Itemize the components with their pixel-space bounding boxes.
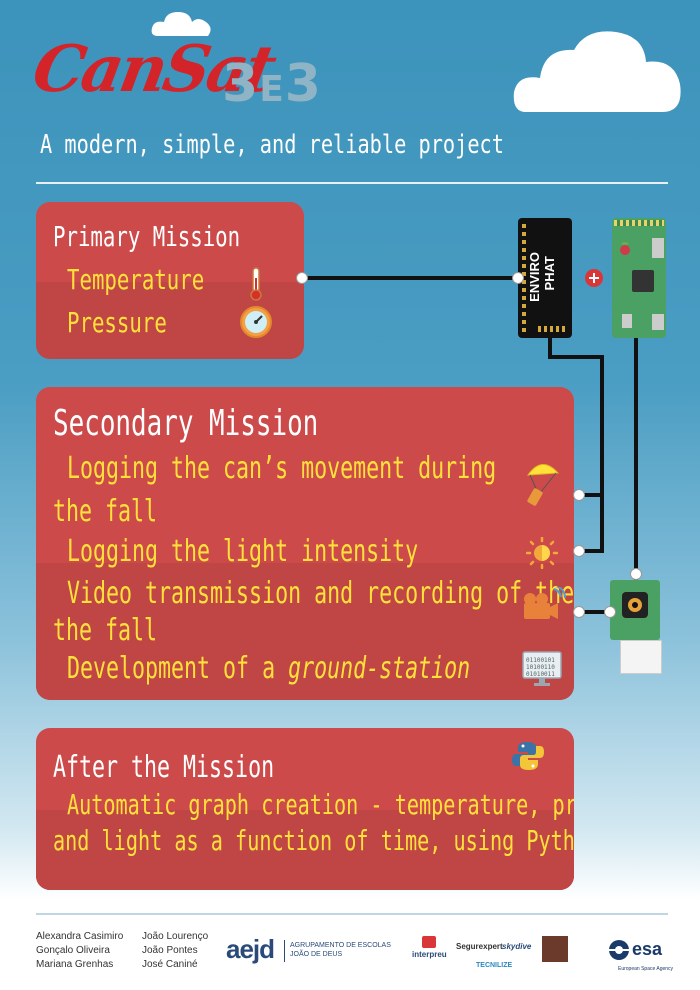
- wire-vertical-1: [600, 355, 604, 553]
- secondary-mission-title: Secondary Mission: [53, 403, 319, 444]
- connector-movement: [573, 489, 585, 501]
- connector-camera: [573, 606, 585, 618]
- wire-pi-down: [634, 336, 638, 582]
- credit-name: Alexandra Casimiro: [36, 931, 124, 942]
- credit-name: Gonçalo Oliveira: [36, 945, 110, 956]
- primary-mission-title: Primary Mission: [53, 220, 241, 253]
- after-mission-box: After the Mission Automatic graph creati…: [36, 728, 574, 890]
- python-logo-icon: [512, 742, 544, 770]
- credit-name: João Pontes: [142, 945, 198, 956]
- raspberry-icon: [620, 242, 630, 255]
- svg-text:01100101: 01100101: [526, 657, 555, 664]
- connector-light: [573, 545, 585, 557]
- enviro-phat-board: ENVIRO PHAT: [518, 218, 572, 338]
- logo-digit: 3: [222, 54, 260, 114]
- enviro-phat-label-1: ENVIRO: [527, 252, 542, 302]
- cloud-small-icon: [151, 12, 211, 36]
- credit-name: Mariana Grenhas: [36, 959, 114, 970]
- page-subtitle: A modern, simple, and reliable project: [40, 130, 504, 160]
- computer-monitor-icon: 01100101 10100110 01010011: [522, 651, 562, 686]
- esa-logo-icon: [608, 940, 630, 960]
- sponsor-badge: [542, 936, 568, 962]
- wire-camera: [578, 610, 612, 614]
- cloud-large-icon: [513, 31, 681, 113]
- interpreu-logo-icon: [422, 936, 436, 948]
- primary-item-pressure: Pressure: [67, 306, 167, 339]
- divider-top: [36, 182, 668, 184]
- enviro-phat-label-2: PHAT: [542, 256, 557, 291]
- parachute-icon: [526, 464, 560, 506]
- credit-name: José Caniné: [142, 959, 198, 970]
- aejd-sub-line: JOÃO DE DEUS: [290, 951, 343, 958]
- camera-ribbon-cable: [620, 640, 662, 674]
- interpreu-logo: interpreu: [412, 950, 447, 959]
- pressure-gauge-icon: [240, 306, 272, 338]
- wire-primary: [302, 276, 520, 280]
- thermometer-icon: [250, 267, 262, 301]
- skydive-logo: skydive: [502, 942, 532, 951]
- credits-col-1: Alexandra Casimiro Gonçalo Oliveira Mari…: [36, 930, 123, 972]
- after-line2: and light as a function of time, using P…: [53, 824, 574, 857]
- wire-enviro-down: [548, 336, 552, 358]
- svg-text:01010011: 01010011: [526, 671, 555, 678]
- segurexpert-logo: Segurexpert: [456, 942, 503, 951]
- secondary-item-light: Logging the light intensity: [67, 534, 419, 569]
- sun-icon: [526, 537, 558, 569]
- aejd-subtitle: AGRUPAMENTO DE ESCOLAS JOÃO DE DEUS: [290, 941, 391, 959]
- esa-subtitle: European Space Agency: [618, 966, 674, 972]
- logo-letter: E: [259, 69, 285, 110]
- after-line1: Automatic graph creation - temperature, …: [67, 788, 574, 821]
- divider-bottom: [36, 913, 668, 915]
- secondary-mission-box: Secondary Mission Logging the can’s move…: [36, 387, 574, 700]
- secondary-item-ground-station: Development of a ground-station: [67, 651, 470, 686]
- ground-station-emphasis: ground-station: [288, 651, 471, 686]
- video-camera-icon: [524, 587, 566, 619]
- credit-name: João Lourenço: [142, 931, 209, 942]
- credits-col-2: João Lourenço João Pontes José Caniné: [142, 930, 208, 972]
- plus-icon: [585, 269, 603, 287]
- secondary-item-video-line2: the fall: [53, 613, 158, 648]
- connector-pi-camera: [630, 568, 642, 580]
- ground-station-prefix: Development of a: [67, 651, 289, 686]
- team-number-logo: 3E3: [222, 58, 322, 110]
- esa-logo: esa: [632, 939, 663, 959]
- secondary-item-movement-line1: Logging the can’s movement during: [67, 451, 497, 486]
- aejd-logo: aejd: [226, 934, 275, 964]
- camera-module: [610, 580, 660, 640]
- wire-light: [578, 549, 604, 553]
- primary-item-temperature: Temperature: [67, 263, 205, 296]
- aejd-sub-line: AGRUPAMENTO DE ESCOLAS: [290, 942, 391, 949]
- secondary-item-movement-line2: the fall: [53, 494, 158, 529]
- wire-movement: [578, 493, 604, 497]
- logo-digit-2: 3: [284, 54, 322, 114]
- secondary-item-video-line1: Video transmission and recording of the: [67, 576, 574, 611]
- after-mission-title: After the Mission: [53, 750, 275, 785]
- aejd-divider: [284, 940, 285, 962]
- wire-enviro-right: [548, 355, 604, 359]
- tecnilize-logo: TECNILIZE: [476, 962, 513, 969]
- connector-camera-module: [604, 606, 616, 618]
- primary-mission-box: Primary Mission Temperature Pressure: [36, 202, 304, 359]
- connector-primary: [296, 272, 308, 284]
- raspberry-pi-board: [612, 218, 666, 338]
- connector-enviro: [512, 272, 524, 284]
- svg-text:10100110: 10100110: [526, 664, 555, 671]
